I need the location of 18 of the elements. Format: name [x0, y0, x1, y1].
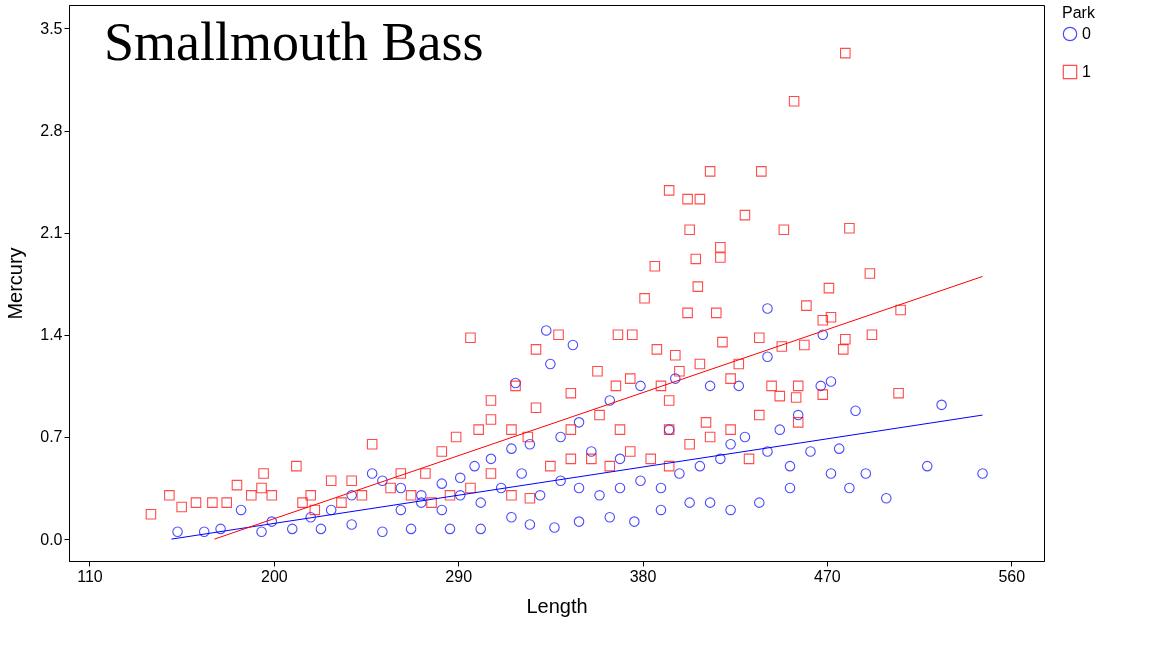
y-tick-label: 2.8 — [40, 122, 63, 139]
y-tick-label: 0.0 — [40, 530, 63, 548]
x-tick-label: 560 — [998, 567, 1026, 585]
x-tick-label: 200 — [260, 567, 288, 585]
y-tick-label: 0.7 — [40, 428, 63, 446]
y-tick-label: 3.5 — [40, 19, 63, 37]
x-tick-label: 470 — [814, 567, 841, 585]
legend-title: Park — [1062, 4, 1096, 21]
x-axis-title: Length — [526, 594, 588, 617]
chart-title: Smallmouth Bass — [104, 12, 484, 72]
y-tick-label: 1.4 — [40, 326, 63, 344]
y-tick-label: 2.1 — [40, 224, 63, 242]
x-tick-label: 380 — [629, 567, 657, 585]
x-tick-label: 290 — [445, 567, 473, 585]
y-axis-title: Mercury — [4, 247, 27, 320]
legend-label: 1 — [1082, 63, 1091, 80]
x-tick-label: 110 — [77, 567, 103, 585]
legend-label: 0 — [1082, 25, 1091, 42]
